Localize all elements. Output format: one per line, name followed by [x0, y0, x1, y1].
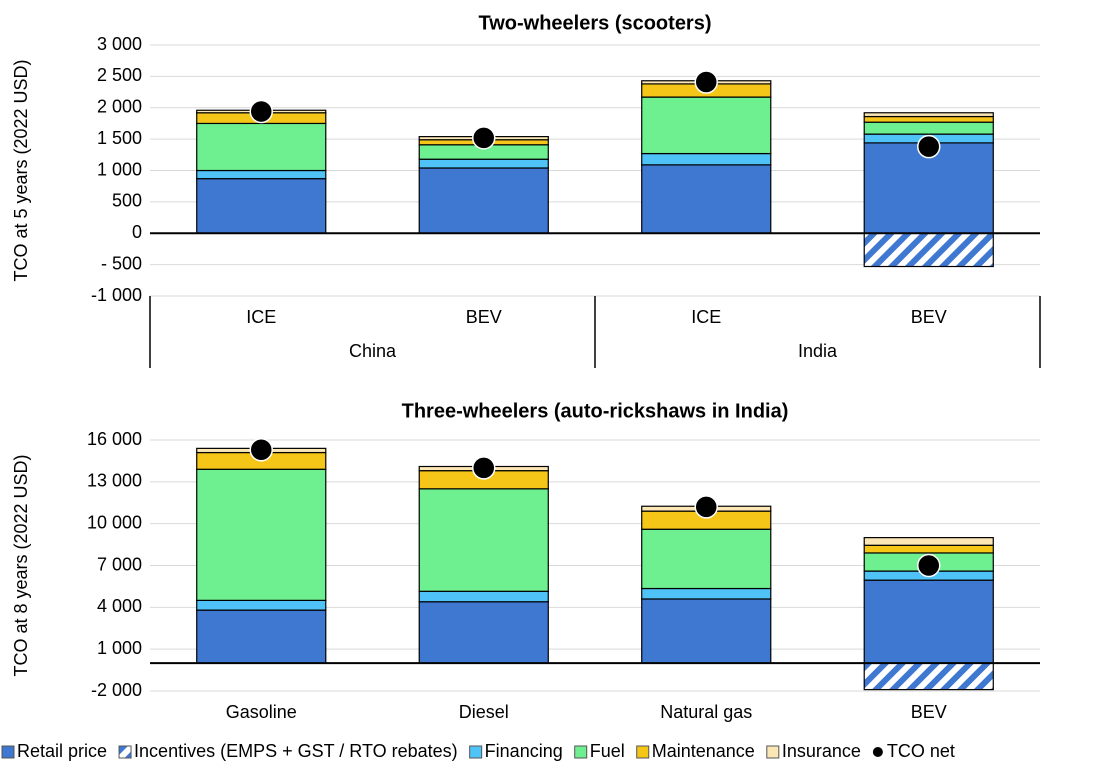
bar-segment: [641, 587, 772, 600]
y-tick-label: 13 000: [87, 471, 142, 491]
group-label: China: [349, 341, 397, 361]
bar-segment: [196, 599, 327, 611]
bar-segment: [641, 96, 772, 155]
x-tick-label: Diesel: [459, 702, 509, 722]
bar-segment: [418, 158, 549, 169]
x-tick-label: BEV: [911, 702, 947, 722]
tco-net-marker: [472, 456, 496, 480]
y-tick-label: -2 000: [91, 680, 142, 700]
legend-label: Fuel: [590, 741, 625, 761]
tco-net-marker: [917, 553, 941, 578]
y-tick-label: 2 000: [97, 97, 142, 117]
y-axis-label: TCO at 8 years (2022 USD): [11, 454, 31, 676]
y-tick-label: 1 000: [97, 638, 142, 658]
bar-segment: [196, 122, 327, 172]
y-tick-label: 16 000: [87, 429, 142, 449]
legend-swatch: [1, 745, 15, 759]
tco-net-marker: [694, 70, 718, 94]
chart-title: Three-wheelers (auto-rickshaws in India): [402, 400, 789, 422]
bar-segment: [863, 544, 994, 554]
tco-net-marker: [472, 126, 496, 150]
bar-segment: [863, 579, 994, 664]
bar-segment: [863, 232, 994, 268]
legend-swatch: [118, 745, 132, 759]
x-tick-label: ICE: [691, 307, 721, 327]
legend-swatch: [469, 745, 483, 759]
y-tick-label: 500: [112, 191, 142, 211]
bar-segment: [863, 112, 994, 118]
bar-segment: [196, 468, 327, 601]
y-tick-label: 4 000: [97, 596, 142, 616]
y-tick-label: 0: [132, 222, 142, 242]
bar-segment: [196, 169, 327, 180]
bar-segment: [641, 164, 772, 234]
bar-segment: [418, 601, 549, 664]
legend-swatch: [766, 745, 780, 759]
bar-segment: [196, 178, 327, 234]
bar-segment: [418, 590, 549, 603]
legend-label: Maintenance: [652, 741, 755, 761]
bar-segment: [863, 121, 994, 135]
bar-segment: [641, 598, 772, 664]
bar-segment: [418, 488, 549, 592]
chart-title: Two-wheelers (scooters): [478, 12, 711, 34]
x-tick-label: ICE: [246, 307, 276, 327]
bar-segment: [196, 609, 327, 664]
legend-label: Financing: [485, 741, 563, 761]
y-tick-label: 3 000: [97, 34, 142, 54]
tco-net-marker: [249, 99, 273, 124]
legend-marker: [872, 747, 883, 757]
y-tick-label: - 500: [101, 253, 142, 273]
y-tick-label: 10 000: [87, 512, 142, 532]
x-tick-label: Gasoline: [226, 702, 297, 722]
group-label: India: [798, 341, 838, 361]
bar-segment: [863, 537, 994, 546]
tco-net-marker: [694, 495, 718, 519]
y-tick-label: -1 000: [91, 285, 142, 305]
x-tick-label: BEV: [911, 307, 947, 327]
x-tick-label: BEV: [466, 307, 502, 327]
y-axis-label: TCO at 5 years (2022 USD): [11, 59, 31, 281]
x-tick-label: Natural gas: [660, 702, 752, 722]
y-tick-label: 2 500: [97, 65, 142, 85]
legend-swatch: [574, 745, 588, 759]
bar-segment: [863, 662, 994, 691]
tco-net-marker: [249, 438, 273, 462]
y-tick-label: 1 500: [97, 128, 142, 148]
tco-net-marker: [917, 134, 941, 159]
legend-swatch: [636, 745, 650, 759]
y-tick-label: 1 000: [97, 159, 142, 179]
bar-segment: [641, 152, 772, 166]
bar-segment: [641, 528, 772, 590]
y-tick-label: 7 000: [97, 554, 142, 574]
legend-label: Incentives (EMPS + GST / RTO rebates): [134, 741, 458, 761]
legend-label: Insurance: [782, 741, 861, 761]
legend-label: TCO net: [887, 741, 955, 761]
bar-segment: [863, 115, 994, 123]
bar-segment: [418, 167, 549, 234]
legend-label: Retail price: [17, 741, 107, 761]
